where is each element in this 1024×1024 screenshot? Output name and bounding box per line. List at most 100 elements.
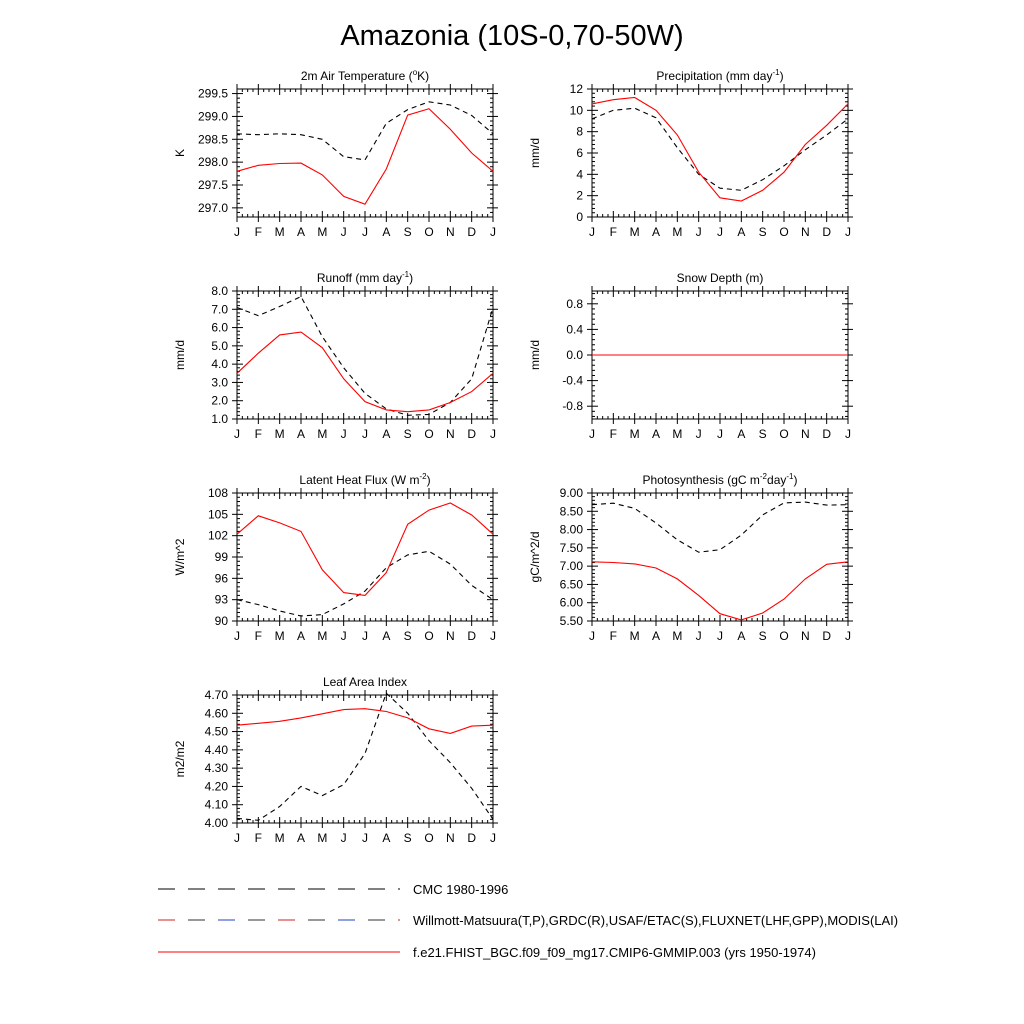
x-tick-label: O [424,225,433,239]
y-tick-label: 7.00 [560,559,584,573]
x-tick-label: M [630,629,640,643]
plot-frame [236,694,494,824]
x-tick-label: A [382,831,390,845]
x-tick-label: J [490,225,496,239]
x-tick-label: M [275,629,285,643]
x-tick-label: J [845,629,851,643]
x-tick-label: A [382,629,390,643]
x-tick-label: O [424,831,433,845]
x-tick-label: S [404,831,412,845]
y-tick-label: 0.0 [566,348,583,362]
y-axis-label: mm/d [173,340,187,370]
x-tick-label: D [467,831,476,845]
y-tick-label: 7.50 [560,541,584,555]
x-tick-label: F [255,629,262,643]
panel-4: Snow Depth (m)mm/dJ F M A M J J A S O N D J-0.8-0.40… [528,271,853,441]
y-tick-label: 2 [576,189,583,203]
x-tick-label: J [589,225,595,239]
y-tick-label: 4.70 [205,688,229,702]
x-tick-label: J [341,225,347,239]
series-line-dashed [236,295,494,416]
x-tick-label: J [234,427,240,441]
y-tick-label: 298.5 [198,132,228,146]
y-tick-label: 4.60 [205,706,229,720]
y-tick-label: -0.4 [562,374,583,388]
panel-title: Precipitation (mm day-1) [656,68,783,83]
x-tick-label: M [317,831,327,845]
x-tick-label: O [779,629,788,643]
y-axis-label: mm/d [528,340,542,370]
x-tick-label: F [610,427,617,441]
y-tick-label: 6.50 [560,577,584,591]
legend: CMC 1980-1996 Willmott-Matsuura(T,P),GRDC… [158,882,898,960]
y-tick-label: 99 [215,550,229,564]
x-tick-label: J [717,225,723,239]
panel-6: Photosynthesis (gC m-2day-1)gC/m^2/dJ F M A… [528,472,853,643]
x-tick-label: J [845,427,851,441]
y-tick-label: 7.0 [211,302,228,316]
x-tick-label: M [317,225,327,239]
panel-title: Leaf Area Index [323,675,407,689]
y-tick-label: 1.0 [211,412,228,426]
panels: 2m Air Temperature (oK)KJ F M A M J J A S O N D J297… [173,68,853,845]
x-tick-label: O [424,427,433,441]
panel-title: Runoff (mm day-1) [317,270,413,285]
legend-label: CMC 1980-1996 [413,882,508,897]
x-tick-label: F [255,427,262,441]
x-tick-label: M [317,629,327,643]
x-tick-label: J [696,225,702,239]
y-tick-label: 4.50 [205,725,229,739]
panel-2: Precipitation (mm day-1)mm/dJ F M A M J J A S O N D… [528,68,853,239]
panel-3: Runoff (mm day-1)mm/dJ F M A M J J A S O N D J1.02.0… [173,270,498,441]
y-tick-label: 0 [576,210,583,224]
y-axis-label: gC/m^2/d [528,532,542,583]
x-tick-label: N [801,629,810,643]
series-line-dashed [591,107,849,191]
x-tick-label: J [490,427,496,441]
y-tick-label: 4 [576,167,583,181]
x-tick-label: J [234,629,240,643]
x-tick-label: S [759,225,767,239]
x-tick-label: N [801,427,810,441]
y-axis-label: W/m^2 [173,538,187,575]
y-tick-label: 10 [570,103,584,117]
plot-frame [591,492,849,622]
x-tick-label: M [317,427,327,441]
legend-entry-3: f.e21.FHIST_BGC.f09_f09_mg17.CMIP6-GMMIP… [158,945,816,960]
x-tick-label: A [652,427,660,441]
x-tick-label: N [446,427,455,441]
x-tick-label: J [589,629,595,643]
series-line-dashed [236,692,494,821]
y-tick-label: 4.10 [205,798,229,812]
y-tick-label: 0.8 [566,297,583,311]
plot-frame [236,88,494,218]
y-tick-label: 6 [576,146,583,160]
x-tick-label: A [297,225,305,239]
x-tick-label: S [759,427,767,441]
x-tick-label: J [717,427,723,441]
y-tick-label: 93 [215,593,229,607]
y-tick-label: -0.8 [562,399,583,413]
panel-title: Photosynthesis (gC m-2day-1) [643,472,798,487]
y-tick-label: 299.5 [198,87,228,101]
x-tick-label: D [822,427,831,441]
y-tick-label: 5.0 [211,339,228,353]
x-tick-label: S [759,629,767,643]
y-tick-label: 96 [215,571,229,585]
x-tick-label: J [362,831,368,845]
x-tick-label: A [737,427,745,441]
plot-frame [236,492,494,622]
x-tick-label: J [490,831,496,845]
x-tick-label: J [362,225,368,239]
x-tick-label: M [630,225,640,239]
y-tick-label: 299.0 [198,109,228,123]
series-line-dashed [236,550,494,617]
x-tick-label: J [234,225,240,239]
x-tick-label: O [779,427,788,441]
series-line-solid [236,502,494,596]
x-tick-label: F [610,629,617,643]
y-tick-label: 5.50 [560,614,584,628]
y-tick-label: 0.4 [566,322,583,336]
